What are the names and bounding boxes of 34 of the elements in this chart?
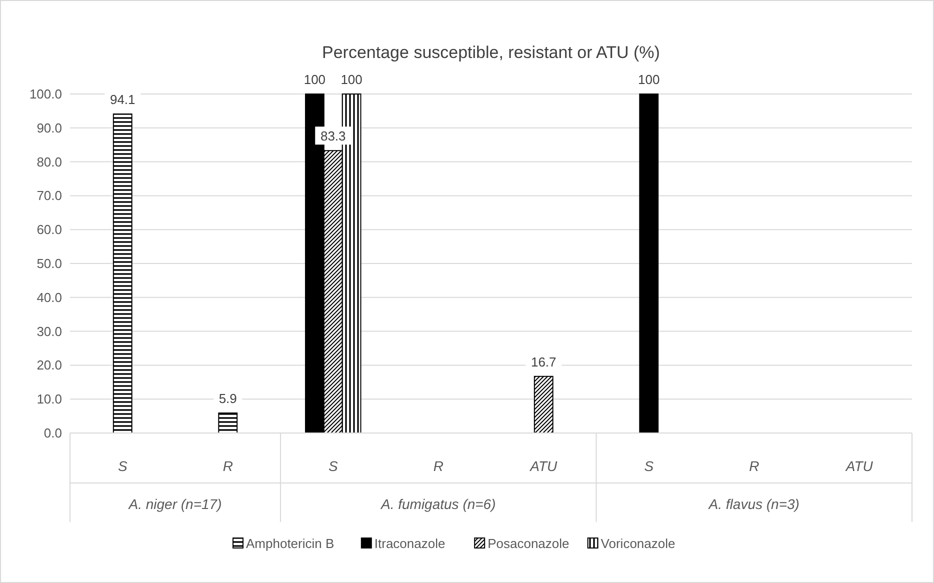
data-label: 100 xyxy=(638,72,660,87)
y-tick-label: 80.0 xyxy=(36,154,62,170)
data-label: 16.7 xyxy=(530,354,556,370)
y-tick-label: 90.0 xyxy=(36,120,62,136)
x-tick-label: S xyxy=(328,458,338,474)
legend-label: Itraconazole xyxy=(374,536,446,551)
y-tick-label: 30.0 xyxy=(36,324,62,339)
legend-label: Posaconazole xyxy=(488,536,570,551)
y-tick-label: 10.0 xyxy=(36,392,62,407)
x-tick-label: S xyxy=(118,458,128,474)
text: A. niger (n=17) xyxy=(128,496,222,512)
y-tick-label: 40.0 xyxy=(36,290,62,305)
legend-label: Amphotericin B xyxy=(246,536,334,551)
data-label: 5.9 xyxy=(218,391,237,406)
x-tick-label: R xyxy=(222,458,233,474)
x-tick-label: ATU xyxy=(844,458,874,474)
y-tick-label: 0.0 xyxy=(44,426,62,440)
y-tick-label: 20.0 xyxy=(36,358,62,373)
text: A. flavus (n=3) xyxy=(708,496,800,512)
data-label: 100 xyxy=(304,72,326,87)
y-tick-label: 70.0 xyxy=(36,188,62,204)
data-label: 83.3 xyxy=(320,128,346,144)
x-tick-label: ATU xyxy=(529,458,558,474)
y-tick-label: 60.0 xyxy=(36,222,62,238)
legend-label: Voriconazole xyxy=(600,536,676,551)
data-label: 100 xyxy=(340,72,362,87)
text: A. fumigatus (n=6) xyxy=(380,496,496,512)
chart-title: Percentage susceptible, resistant or ATU (%) xyxy=(322,43,660,62)
x-tick-label: R xyxy=(433,458,444,474)
x-tick-label: R xyxy=(749,458,760,474)
data-label: 94.1 xyxy=(110,92,136,107)
y-tick-label: 100.0 xyxy=(29,86,62,102)
y-tick-label: 50.0 xyxy=(36,256,62,271)
x-tick-label: S xyxy=(644,458,654,474)
